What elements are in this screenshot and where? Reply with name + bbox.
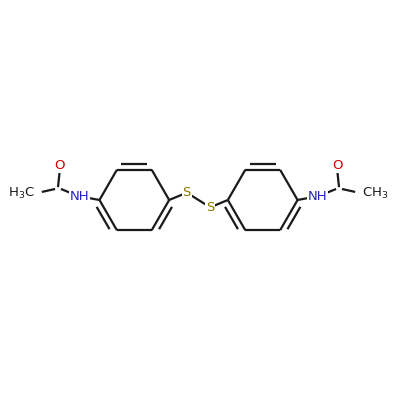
Text: S: S	[182, 186, 191, 199]
Text: O: O	[332, 159, 342, 172]
Text: S: S	[206, 201, 214, 214]
Text: O: O	[54, 159, 65, 172]
Text: NH: NH	[70, 190, 89, 203]
Text: H$_3$C: H$_3$C	[8, 186, 35, 201]
Text: NH: NH	[308, 190, 328, 203]
Text: CH$_3$: CH$_3$	[362, 186, 388, 201]
